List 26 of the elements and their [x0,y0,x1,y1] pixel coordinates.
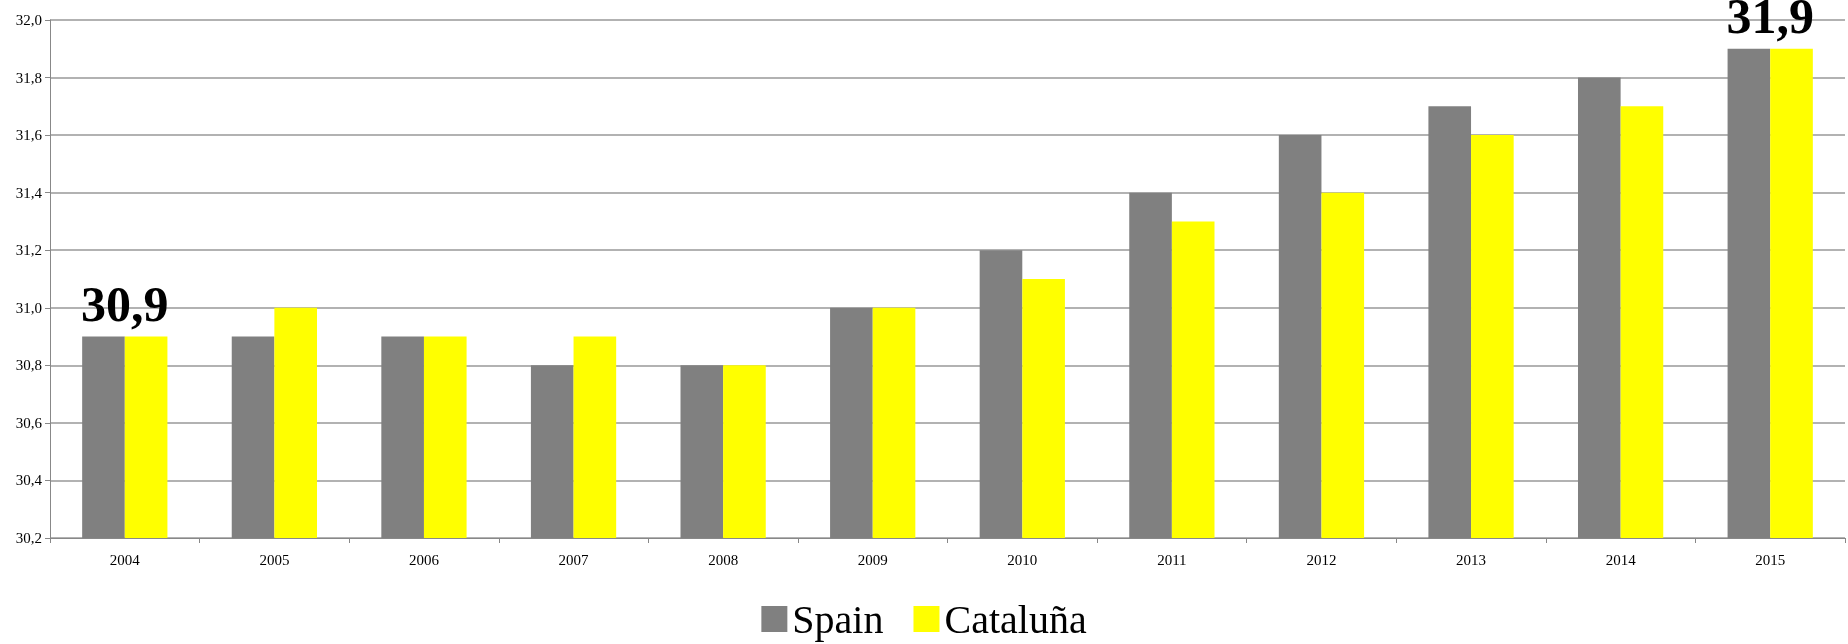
x-tick-label: 2004 [109,551,141,568]
annotation: 30,9 [81,275,169,332]
x-tick-label: 2013 [1456,551,1487,568]
y-tick-label: 30,4 [15,472,43,489]
x-tick-label: 2010 [1007,551,1038,568]
y-tick-label: 31,0 [15,299,42,316]
x-tick-label: 2005 [259,551,290,568]
x-tick-label: 2015 [1755,551,1786,568]
x-tick-label: 2008 [708,551,739,568]
y-tick-label: 30,6 [15,414,43,431]
y-tick-label: 31,4 [15,184,43,201]
y-tick-label: 32,0 [15,12,42,28]
x-tick-label: 2009 [857,551,888,568]
y-tick-label: 31,6 [15,127,43,144]
x-tick-label: 2007 [558,551,590,568]
y-tick-label: 30,2 [15,530,42,546]
legend-label: Cataluña [944,596,1087,642]
legend-label: Spain [792,596,884,642]
y-tick-label: 30,8 [15,357,42,374]
x-tick-label: 2012 [1306,551,1337,568]
y-tick-label: 31,2 [15,242,42,259]
x-tick-label: 2011 [1157,551,1187,568]
y-tick-label: 31,8 [15,69,42,86]
x-tick-label: 2014 [1605,551,1637,568]
x-tick-label: 2006 [408,551,440,568]
annotation: 31,9 [1726,0,1814,44]
